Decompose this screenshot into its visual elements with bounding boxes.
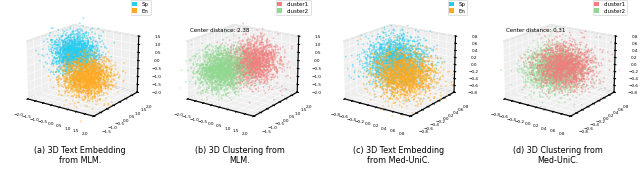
- Text: (b) 3D Clustering from
MLM.: (b) 3D Clustering from MLM.: [195, 146, 285, 165]
- Text: Center distance: 2.38: Center distance: 2.38: [189, 28, 249, 33]
- Legend: Sp, En: Sp, En: [447, 0, 467, 15]
- Text: (a) 3D Text Embedding
from MLM.: (a) 3D Text Embedding from MLM.: [34, 146, 126, 165]
- Legend: Sp, En: Sp, En: [131, 0, 150, 15]
- Text: (d) 3D Clustering from
Med-UniC.: (d) 3D Clustering from Med-UniC.: [513, 146, 603, 165]
- Legend: cluster1, cluster2: cluster1, cluster2: [593, 0, 627, 15]
- Text: Center distance: 0.31: Center distance: 0.31: [506, 28, 566, 33]
- Legend: cluster1, cluster2: cluster1, cluster2: [276, 0, 310, 15]
- Text: (c) 3D Text Embedding
from Med-UniC.: (c) 3D Text Embedding from Med-UniC.: [353, 146, 444, 165]
